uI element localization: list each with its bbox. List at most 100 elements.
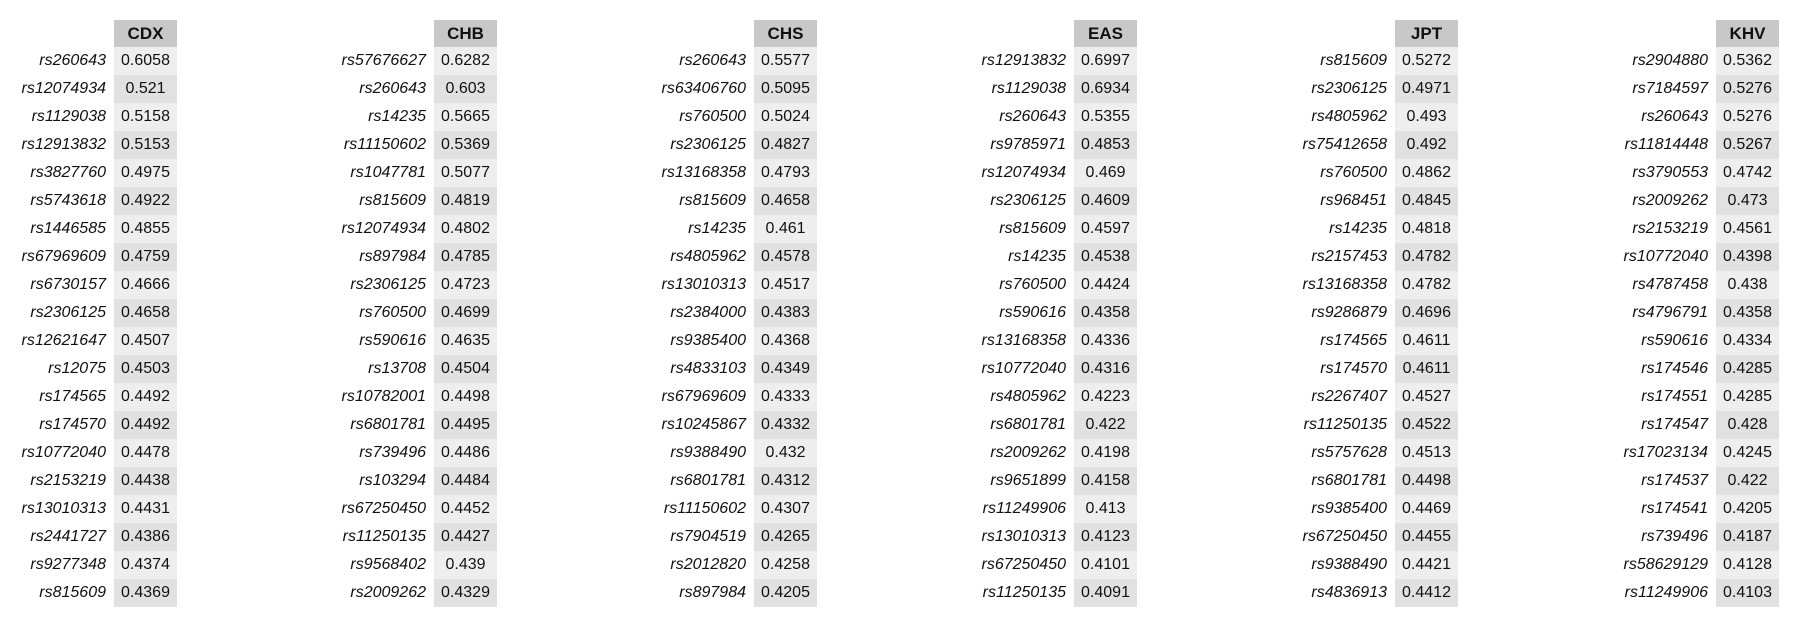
table-row: rs10772040 0.4316 xyxy=(924,355,1137,383)
snp-id: rs2153219 xyxy=(30,472,106,489)
snp-value: 0.4158 xyxy=(1074,467,1137,495)
snp-table: CDX rs260643 0.6058 rs12074934 0.521 rs112903… xyxy=(0,20,177,607)
table-row: rs4805962 0.4223 xyxy=(924,383,1137,411)
table-row: rs2306125 0.4609 xyxy=(924,187,1137,215)
population-header: KHV xyxy=(1716,20,1779,47)
snp-value: 0.4427 xyxy=(434,523,497,551)
snp-id: rs174546 xyxy=(1641,360,1708,377)
snp-value: 0.4332 xyxy=(754,411,817,439)
table-row: rs760500 0.4424 xyxy=(924,271,1137,299)
table-row: rs11249906 0.413 xyxy=(924,495,1137,523)
snp-id: rs760500 xyxy=(359,304,426,321)
snp-value: 0.4862 xyxy=(1395,159,1458,187)
snp-value: 0.473 xyxy=(1716,187,1779,215)
snp-value: 0.6997 xyxy=(1074,47,1137,75)
snp-value: 0.4329 xyxy=(434,579,497,607)
table-row: rs58629129 0.4128 xyxy=(1566,551,1779,579)
table-row: rs9785971 0.4853 xyxy=(924,131,1137,159)
snp-value: 0.4486 xyxy=(434,439,497,467)
table-row: rs2009262 0.473 xyxy=(1566,187,1779,215)
snp-id: rs815609 xyxy=(999,220,1066,237)
table-row: rs14235 0.4538 xyxy=(924,243,1137,271)
table-row: rs739496 0.4187 xyxy=(1566,523,1779,551)
table-row: rs12913832 0.5153 xyxy=(0,131,177,159)
snp-id: rs11249906 xyxy=(1624,584,1708,601)
snp-value: 0.4793 xyxy=(754,159,817,187)
snp-value: 0.4358 xyxy=(1716,299,1779,327)
snp-id: rs67250450 xyxy=(981,556,1066,573)
table-row: rs815609 0.4819 xyxy=(284,187,497,215)
snp-value: 0.4285 xyxy=(1716,383,1779,411)
snp-table: JPT rs815609 0.5272 rs2306125 0.4971 rs480596… xyxy=(1245,20,1458,607)
snp-value: 0.4431 xyxy=(114,495,177,523)
table-row: rs75412658 0.492 xyxy=(1245,131,1458,159)
snp-value: 0.4285 xyxy=(1716,355,1779,383)
snp-value: 0.4312 xyxy=(754,467,817,495)
snp-value: 0.4478 xyxy=(114,439,177,467)
table-row: rs10245867 0.4332 xyxy=(604,411,817,439)
snp-id: rs9568402 xyxy=(350,556,426,573)
snp-value: 0.5153 xyxy=(114,131,177,159)
snp-value: 0.4782 xyxy=(1395,271,1458,299)
snp-value: 0.493 xyxy=(1395,103,1458,131)
snp-table: EAS rs12913832 0.6997 rs1129038 0.6934 rs2606… xyxy=(924,20,1137,607)
table-row: rs174541 0.4205 xyxy=(1566,495,1779,523)
snp-value: 0.4492 xyxy=(114,383,177,411)
snp-id: rs67250450 xyxy=(1302,528,1387,545)
table-row: rs67250450 0.4101 xyxy=(924,551,1137,579)
snp-value: 0.4383 xyxy=(754,299,817,327)
table-row: rs11250135 0.4522 xyxy=(1245,411,1458,439)
table-row: rs3827760 0.4975 xyxy=(0,159,177,187)
table-row: rs67969609 0.4333 xyxy=(604,383,817,411)
snp-value: 0.4101 xyxy=(1074,551,1137,579)
snp-id: rs6730157 xyxy=(30,276,106,293)
snp-id: rs4805962 xyxy=(990,388,1066,405)
snp-id: rs3827760 xyxy=(30,164,106,181)
header-row: CHB xyxy=(284,20,497,47)
table-row: rs11150602 0.4307 xyxy=(604,495,817,523)
header-row: EAS xyxy=(924,20,1137,47)
population-header: CDX xyxy=(114,20,177,47)
table-row: rs11814448 0.5267 xyxy=(1566,131,1779,159)
snp-id: rs760500 xyxy=(1320,164,1387,181)
table-row: rs67250450 0.4455 xyxy=(1245,523,1458,551)
snp-id: rs13168358 xyxy=(981,332,1066,349)
snp-id: rs9385400 xyxy=(670,332,746,349)
table-row: rs10772040 0.4398 xyxy=(1566,243,1779,271)
snp-id: rs67250450 xyxy=(341,500,426,517)
snp-value: 0.4498 xyxy=(434,383,497,411)
snp-id: rs3790553 xyxy=(1632,164,1708,181)
table-row: rs13010313 0.4123 xyxy=(924,523,1137,551)
table-row: rs12074934 0.521 xyxy=(0,75,177,103)
header-row: KHV xyxy=(1566,20,1779,47)
header-row: CDX xyxy=(0,20,177,47)
table-row: rs2904880 0.5362 xyxy=(1566,47,1779,75)
table-row: rs9385400 0.4469 xyxy=(1245,495,1458,523)
panel-khv: KHV rs2904880 0.5362 rs7184597 0.5276 rs26064… xyxy=(1566,20,1779,607)
snp-value: 0.4469 xyxy=(1395,495,1458,523)
table-row: rs13168358 0.4336 xyxy=(924,327,1137,355)
snp-table: CHS rs260643 0.5577 rs63406760 0.5095 rs76050… xyxy=(604,20,817,607)
table-row: rs14235 0.461 xyxy=(604,215,817,243)
table-row: rs12913832 0.6997 xyxy=(924,47,1137,75)
snp-id: rs103294 xyxy=(359,472,426,489)
snp-id: rs2441727 xyxy=(30,528,106,545)
header-blank xyxy=(1245,20,1395,47)
snp-id: rs57676627 xyxy=(341,52,426,69)
table-row: rs13010313 0.4517 xyxy=(604,271,817,299)
snp-value: 0.6934 xyxy=(1074,75,1137,103)
table-row: rs590616 0.4635 xyxy=(284,327,497,355)
table-row: rs260643 0.5577 xyxy=(604,47,817,75)
snp-id: rs590616 xyxy=(999,304,1066,321)
snp-id: rs14235 xyxy=(1329,220,1387,237)
snp-id: rs174551 xyxy=(1641,388,1708,405)
table-row: rs760500 0.5024 xyxy=(604,103,817,131)
snp-value: 0.469 xyxy=(1074,159,1137,187)
snp-id: rs2267407 xyxy=(1311,388,1387,405)
table-row: rs2012820 0.4258 xyxy=(604,551,817,579)
snp-value: 0.4853 xyxy=(1074,131,1137,159)
snp-value: 0.4495 xyxy=(434,411,497,439)
table-row: rs260643 0.5276 xyxy=(1566,103,1779,131)
snp-id: rs760500 xyxy=(679,108,746,125)
snp-id: rs6801781 xyxy=(1311,472,1387,489)
